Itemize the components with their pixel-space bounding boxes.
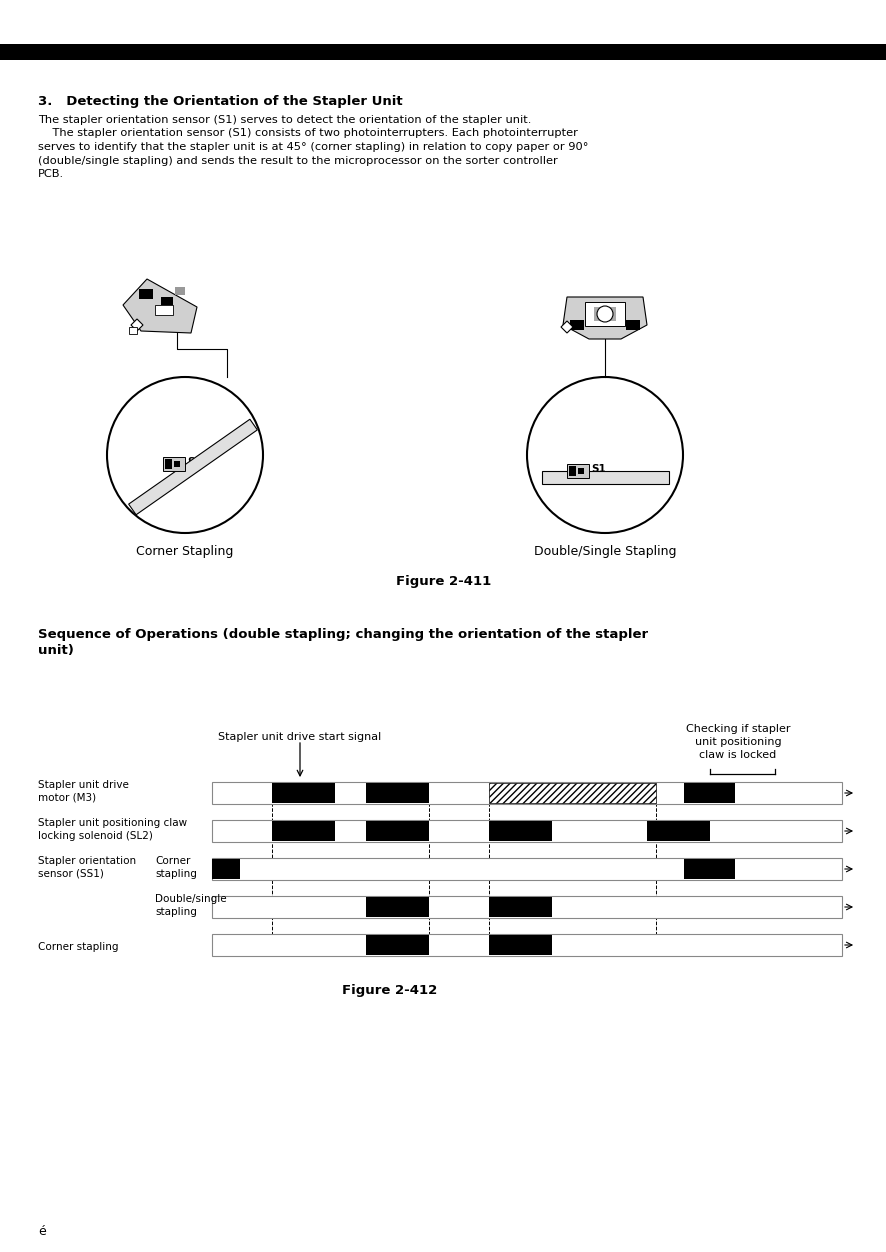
Text: Stapler orientation: Stapler orientation [38,856,136,866]
Text: Stapler unit drive: Stapler unit drive [38,780,128,790]
Text: Figure 2-412: Figure 2-412 [342,984,437,997]
Bar [489,935,552,955]
Bar [566,464,588,478]
Text: Sequence of Operations (double stapling; changing the orientation of the stapler: Sequence of Operations (double stapling;… [38,629,648,641]
Text: unit): unit) [38,644,74,657]
Text: Double/Single Stapling: Double/Single Stapling [533,545,675,558]
Bar [594,307,615,321]
Bar [212,859,240,879]
Polygon shape [123,279,197,333]
Text: The stapler orientation sensor (S1) consists of two photointerrupters. Each phot: The stapler orientation sensor (S1) cons… [38,129,577,139]
Bar [212,896,841,918]
Text: sensor (SS1): sensor (SS1) [38,869,104,879]
Bar [366,896,429,916]
Bar [212,820,841,843]
Text: Double/single: Double/single [155,894,226,904]
Polygon shape [560,321,572,333]
Bar [585,302,625,326]
Text: stapling: stapling [155,906,197,916]
Text: Corner stapling: Corner stapling [38,942,119,952]
Bar [271,782,335,803]
Text: claw is locked: claw is locked [698,750,776,760]
Text: é: é [38,1224,46,1238]
Bar [175,287,185,295]
Bar [366,935,429,955]
Bar [155,305,173,316]
Bar [212,782,841,804]
Bar [139,289,152,299]
Text: motor (M3): motor (M3) [38,793,96,803]
Bar [646,821,709,841]
Text: S1: S1 [590,464,605,475]
Bar [165,459,172,470]
Text: 3.   Detecting the Orientation of the Stapler Unit: 3. Detecting the Orientation of the Stap… [38,95,402,108]
Bar [366,821,429,841]
Text: serves to identify that the stapler unit is at 45° (corner stapling) in relation: serves to identify that the stapler unit… [38,141,587,151]
Bar [570,321,583,331]
Polygon shape [128,419,257,515]
Text: Stapler unit positioning claw: Stapler unit positioning claw [38,818,187,828]
Text: unit positioning: unit positioning [694,737,781,747]
Text: S1: S1 [187,457,201,467]
Bar [684,782,734,803]
Bar [174,461,180,467]
Bar [163,457,185,471]
Bar [489,896,552,916]
Bar [128,327,136,334]
Text: Checking if stapler: Checking if stapler [685,724,789,734]
Bar [489,782,656,803]
Polygon shape [131,319,143,331]
Text: Figure 2-411: Figure 2-411 [396,575,491,588]
Circle shape [596,305,612,322]
Bar [366,782,429,803]
Circle shape [107,377,263,533]
Polygon shape [563,297,646,339]
Text: The stapler orientation sensor (S1) serves to detect the orientation of the stap: The stapler orientation sensor (S1) serv… [38,115,531,125]
Bar [212,858,841,880]
Text: Corner: Corner [155,856,190,866]
Bar [578,468,583,475]
Bar [626,321,640,331]
Bar [161,297,173,305]
Bar [0,44,886,60]
Text: locking solenoid (SL2): locking solenoid (SL2) [38,831,152,841]
Bar [684,859,734,879]
Text: Stapler unit drive start signal: Stapler unit drive start signal [218,732,381,742]
Bar [568,466,575,476]
Text: (double/single stapling) and sends the result to the microprocessor on the sorte: (double/single stapling) and sends the r… [38,155,557,165]
Text: Corner Stapling: Corner Stapling [136,545,233,558]
Bar [271,821,335,841]
Bar [489,821,552,841]
Bar [212,934,841,957]
Text: 2.OPERATIONS AND TIMING: 2.OPERATIONS AND TIMING [18,48,168,58]
Bar [541,471,668,485]
Text: PCB.: PCB. [38,169,64,179]
Circle shape [526,377,682,533]
Text: stapling: stapling [155,869,197,879]
